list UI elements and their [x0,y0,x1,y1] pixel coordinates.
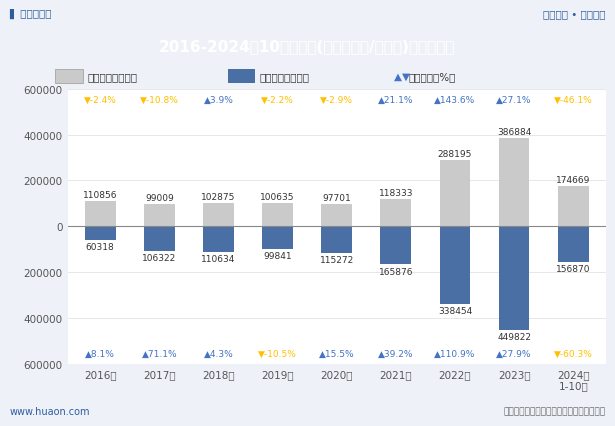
Text: ▼-2.4%: ▼-2.4% [84,95,117,104]
Text: ▼-10.8%: ▼-10.8% [140,95,179,104]
Text: 174669: 174669 [556,176,590,185]
Bar [321,227,352,253]
Text: ▲143.6%: ▲143.6% [434,95,475,104]
Text: 110856: 110856 [83,190,117,199]
Bar [203,227,234,252]
Bar [499,138,530,227]
Bar [262,227,293,250]
Text: ▲27.1%: ▲27.1% [496,95,532,104]
Text: ▼-46.1%: ▼-46.1% [554,95,593,104]
Text: 进口额（万美元）: 进口额（万美元） [260,72,309,82]
Bar [144,227,175,251]
Bar [499,227,530,330]
Text: 同比增长（%）: 同比增长（%） [409,72,456,82]
Text: 106322: 106322 [142,253,177,262]
Text: 110634: 110634 [201,254,236,263]
Text: 60318: 60318 [86,243,114,252]
Text: 338454: 338454 [438,306,472,315]
Text: 99009: 99009 [145,193,173,202]
Text: 288195: 288195 [438,150,472,159]
Bar [85,227,116,241]
Bar [381,227,411,265]
Text: ▲21.1%: ▲21.1% [378,95,414,104]
Text: ▼-2.2%: ▼-2.2% [261,95,294,104]
Text: www.huaon.com: www.huaon.com [9,406,90,416]
Text: ▲27.9%: ▲27.9% [496,349,532,358]
Text: 2016-2024年10月新余市(境内目的地/货源地)进、出口额: 2016-2024年10月新余市(境内目的地/货源地)进、出口额 [159,39,456,55]
Text: ▲3.9%: ▲3.9% [204,95,233,104]
Text: 102875: 102875 [201,192,236,201]
Text: ▼-60.3%: ▼-60.3% [554,349,593,358]
Text: ▼-2.9%: ▼-2.9% [320,95,353,104]
Bar [203,203,234,227]
Text: 出口额（万美元）: 出口额（万美元） [87,72,137,82]
Text: 数据来源：中国海关；华经产业研究院整理: 数据来源：中国海关；华经产业研究院整理 [504,406,606,415]
Text: 118333: 118333 [379,189,413,198]
Bar [262,204,293,227]
Text: ▼-10.5%: ▼-10.5% [258,349,297,358]
Text: ▲15.5%: ▲15.5% [319,349,354,358]
Text: ▲110.9%: ▲110.9% [434,349,475,358]
Text: ▲▼: ▲▼ [394,72,413,82]
Text: ▲8.1%: ▲8.1% [85,349,115,358]
Text: 97701: 97701 [322,193,351,202]
Text: 386884: 386884 [497,127,531,136]
Bar [558,227,589,263]
Bar [440,227,470,304]
Text: 专业严谨 • 客观科学: 专业严谨 • 客观科学 [543,9,606,19]
Text: 99841: 99841 [263,252,292,261]
Text: ▲71.1%: ▲71.1% [141,349,177,358]
Bar [85,201,116,227]
Text: 115272: 115272 [320,255,354,264]
Bar [144,204,175,227]
Bar [558,187,589,227]
Text: 165876: 165876 [379,267,413,276]
Bar [321,204,352,227]
Bar [381,200,411,227]
Bar [440,161,470,227]
Text: 449822: 449822 [497,332,531,341]
Text: ▲39.2%: ▲39.2% [378,349,414,358]
FancyBboxPatch shape [55,70,83,83]
Text: 156870: 156870 [556,265,590,274]
Text: 100635: 100635 [260,193,295,202]
Text: ▲4.3%: ▲4.3% [204,349,233,358]
FancyBboxPatch shape [228,70,255,83]
Text: ▌ 华经情报网: ▌ 华经情报网 [9,9,52,19]
